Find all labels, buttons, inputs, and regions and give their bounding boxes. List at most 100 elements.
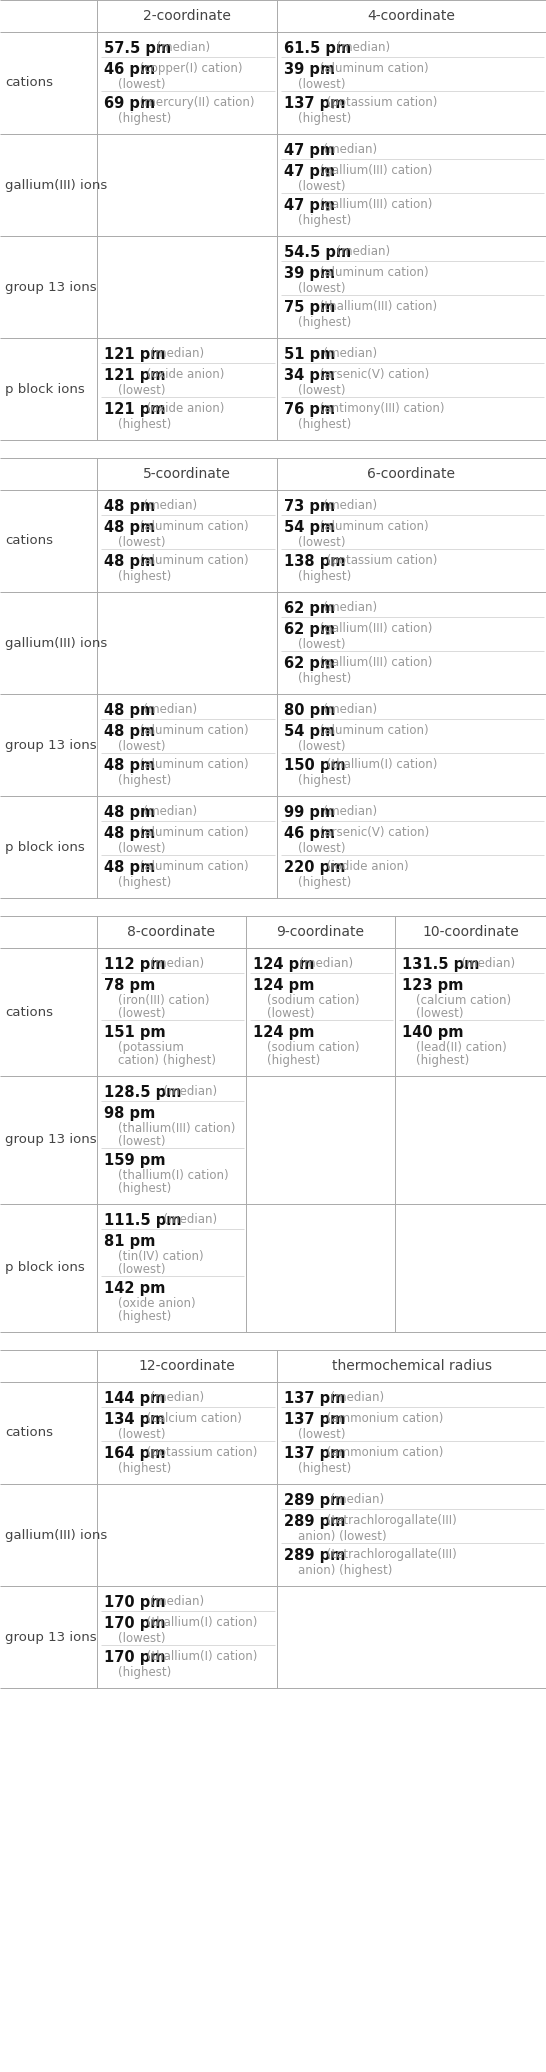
Text: (oxide anion): (oxide anion): [143, 402, 224, 414]
Text: 131.5 pm: 131.5 pm: [402, 957, 479, 972]
Text: 48 pm: 48 pm: [104, 723, 155, 740]
Text: 289 pm: 289 pm: [284, 1515, 346, 1529]
Text: (lowest): (lowest): [118, 841, 165, 856]
Text: (gallium(III) cation): (gallium(III) cation): [316, 164, 432, 176]
Text: 289 pm: 289 pm: [284, 1494, 346, 1508]
Text: (median): (median): [136, 806, 198, 818]
Text: (lead(II) cation): (lead(II) cation): [416, 1040, 507, 1055]
Text: (highest): (highest): [416, 1055, 469, 1067]
Text: p block ions: p block ions: [5, 1262, 85, 1274]
Text: (median): (median): [316, 499, 377, 512]
Text: (oxide anion): (oxide anion): [143, 369, 224, 381]
Text: (lowest): (lowest): [298, 282, 346, 294]
Text: gallium(III) ions: gallium(III) ions: [5, 1529, 107, 1542]
Text: 48 pm: 48 pm: [104, 702, 155, 719]
Text: 134 pm: 134 pm: [104, 1411, 165, 1428]
Text: (median): (median): [149, 41, 210, 54]
Text: (highest): (highest): [298, 419, 351, 431]
Text: (aluminum cation): (aluminum cation): [316, 265, 429, 280]
Text: 4-coordinate: 4-coordinate: [367, 8, 455, 23]
Text: (antimony(III) cation): (antimony(III) cation): [316, 402, 445, 414]
Text: (median): (median): [143, 1390, 204, 1405]
Text: 48 pm: 48 pm: [104, 758, 155, 773]
Text: 220 pm: 220 pm: [284, 860, 346, 874]
Text: 137 pm: 137 pm: [284, 1411, 346, 1428]
Text: 159 pm: 159 pm: [104, 1152, 165, 1169]
Text: (median): (median): [156, 1212, 217, 1227]
Text: 10-coordinate: 10-coordinate: [422, 924, 519, 939]
Text: (median): (median): [454, 957, 515, 970]
Text: (potassium: (potassium: [118, 1040, 184, 1055]
Text: (arsenic(V) cation): (arsenic(V) cation): [316, 827, 430, 839]
Text: 39 pm: 39 pm: [284, 265, 335, 282]
Text: 48 pm: 48 pm: [104, 860, 155, 874]
Text: 47 pm: 47 pm: [284, 199, 335, 213]
Text: 112 pm: 112 pm: [104, 957, 165, 972]
Text: 80 pm: 80 pm: [284, 702, 335, 719]
Text: (highest): (highest): [298, 112, 351, 124]
Text: thermochemical radius: thermochemical radius: [331, 1359, 491, 1374]
Text: (lowest): (lowest): [118, 383, 165, 398]
Text: (lowest): (lowest): [416, 1007, 464, 1019]
Text: anion) (highest): anion) (highest): [298, 1564, 393, 1577]
Text: 128.5 pm: 128.5 pm: [104, 1086, 181, 1100]
Text: (potassium cation): (potassium cation): [323, 95, 437, 110]
Text: gallium(III) ions: gallium(III) ions: [5, 636, 107, 649]
Text: (lowest): (lowest): [298, 638, 346, 651]
Text: (gallium(III) cation): (gallium(III) cation): [316, 199, 432, 211]
Text: (median): (median): [323, 1390, 384, 1405]
Text: p block ions: p block ions: [5, 383, 85, 396]
Text: 5-coordinate: 5-coordinate: [143, 466, 231, 481]
Text: cations: cations: [5, 1426, 53, 1440]
Text: (tetrachlorogallate(III): (tetrachlorogallate(III): [323, 1548, 456, 1560]
Text: (gallium(III) cation): (gallium(III) cation): [316, 657, 432, 669]
Text: (thallium(III) cation): (thallium(III) cation): [316, 300, 437, 313]
Text: (thallium(I) cation): (thallium(I) cation): [143, 1616, 257, 1629]
Text: 54 pm: 54 pm: [284, 723, 335, 740]
Text: (highest): (highest): [118, 1666, 171, 1678]
Text: 75 pm: 75 pm: [284, 300, 335, 315]
Text: (lowest): (lowest): [298, 537, 346, 549]
Text: (calcium cation): (calcium cation): [143, 1411, 242, 1426]
Text: 142 pm: 142 pm: [104, 1280, 165, 1295]
Text: (aluminum cation): (aluminum cation): [136, 553, 249, 568]
Text: 54 pm: 54 pm: [284, 520, 335, 535]
Text: 57.5 pm: 57.5 pm: [104, 41, 171, 56]
Text: (lowest): (lowest): [118, 1007, 165, 1019]
Text: group 13 ions: group 13 ions: [5, 1133, 97, 1146]
Text: 6-coordinate: 6-coordinate: [367, 466, 455, 481]
Text: 138 pm: 138 pm: [284, 553, 346, 570]
Text: 54.5 pm: 54.5 pm: [284, 244, 351, 259]
Text: 46 pm: 46 pm: [284, 827, 335, 841]
Text: 48 pm: 48 pm: [104, 499, 155, 514]
Text: 123 pm: 123 pm: [402, 978, 464, 992]
Text: (lowest): (lowest): [267, 1007, 314, 1019]
Text: (lowest): (lowest): [298, 383, 346, 398]
Text: 76 pm: 76 pm: [284, 402, 335, 416]
Text: 137 pm: 137 pm: [284, 1390, 346, 1407]
Text: p block ions: p block ions: [5, 841, 85, 854]
Text: 121 pm: 121 pm: [104, 369, 165, 383]
Text: 48 pm: 48 pm: [104, 553, 155, 570]
Text: 48 pm: 48 pm: [104, 806, 155, 821]
Text: (median): (median): [323, 1494, 384, 1506]
Text: 34 pm: 34 pm: [284, 369, 335, 383]
Text: (calcium cation): (calcium cation): [416, 995, 511, 1007]
Text: 51 pm: 51 pm: [284, 346, 335, 363]
Text: (lowest): (lowest): [298, 1428, 346, 1440]
Text: 81 pm: 81 pm: [104, 1235, 156, 1249]
Text: 2-coordinate: 2-coordinate: [143, 8, 231, 23]
Text: (median): (median): [316, 806, 377, 818]
Text: (lowest): (lowest): [118, 740, 165, 752]
Text: (aluminum cation): (aluminum cation): [136, 758, 249, 771]
Text: (potassium cation): (potassium cation): [143, 1446, 257, 1459]
Text: (sodium cation): (sodium cation): [267, 995, 359, 1007]
Text: (aluminum cation): (aluminum cation): [136, 520, 249, 533]
Text: (sodium cation): (sodium cation): [267, 1040, 359, 1055]
Text: 62 pm: 62 pm: [284, 601, 335, 615]
Text: 144 pm: 144 pm: [104, 1390, 165, 1407]
Text: (highest): (highest): [298, 671, 351, 686]
Text: (lowest): (lowest): [298, 740, 346, 752]
Text: (highest): (highest): [298, 213, 351, 228]
Text: (median): (median): [136, 702, 198, 717]
